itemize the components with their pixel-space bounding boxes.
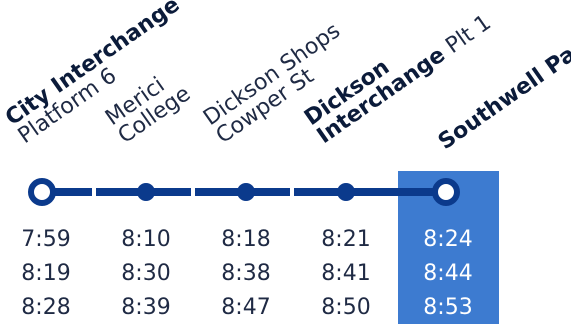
stop-marker-destination (432, 178, 460, 206)
time-cell: 7:59 (21, 227, 71, 252)
time-cell: 8:53 (423, 295, 473, 320)
route-line (0, 176, 571, 216)
time-cell: 8:10 (121, 227, 171, 252)
time-cell: 8:28 (21, 295, 71, 320)
stop-marker (337, 183, 355, 201)
time-cell: 8:19 (21, 261, 71, 286)
table-row: 7:59 8:10 8:18 8:21 8:24 (0, 223, 571, 257)
time-cell: 8:30 (121, 261, 171, 286)
time-cell: 8:24 (423, 227, 473, 252)
timetable: 7:59 8:10 8:18 8:21 8:24 8:19 8:30 8:38 … (0, 223, 571, 323)
time-cell: 8:44 (423, 261, 473, 286)
table-row: 8:19 8:30 8:38 8:41 8:44 (0, 257, 571, 291)
time-cell: 8:21 (321, 227, 371, 252)
stop-marker (237, 183, 255, 201)
time-cell: 8:47 (221, 295, 271, 320)
table-row: 8:28 8:39 8:47 8:50 8:53 (0, 291, 571, 325)
time-cell: 8:41 (321, 261, 371, 286)
time-cell: 8:38 (221, 261, 271, 286)
time-cell: 8:18 (221, 227, 271, 252)
route-diagram (28, 178, 460, 206)
time-cell: 8:39 (121, 295, 171, 320)
stop-marker-origin (28, 178, 56, 206)
time-cell: 8:50 (321, 295, 371, 320)
stop-marker (137, 183, 155, 201)
